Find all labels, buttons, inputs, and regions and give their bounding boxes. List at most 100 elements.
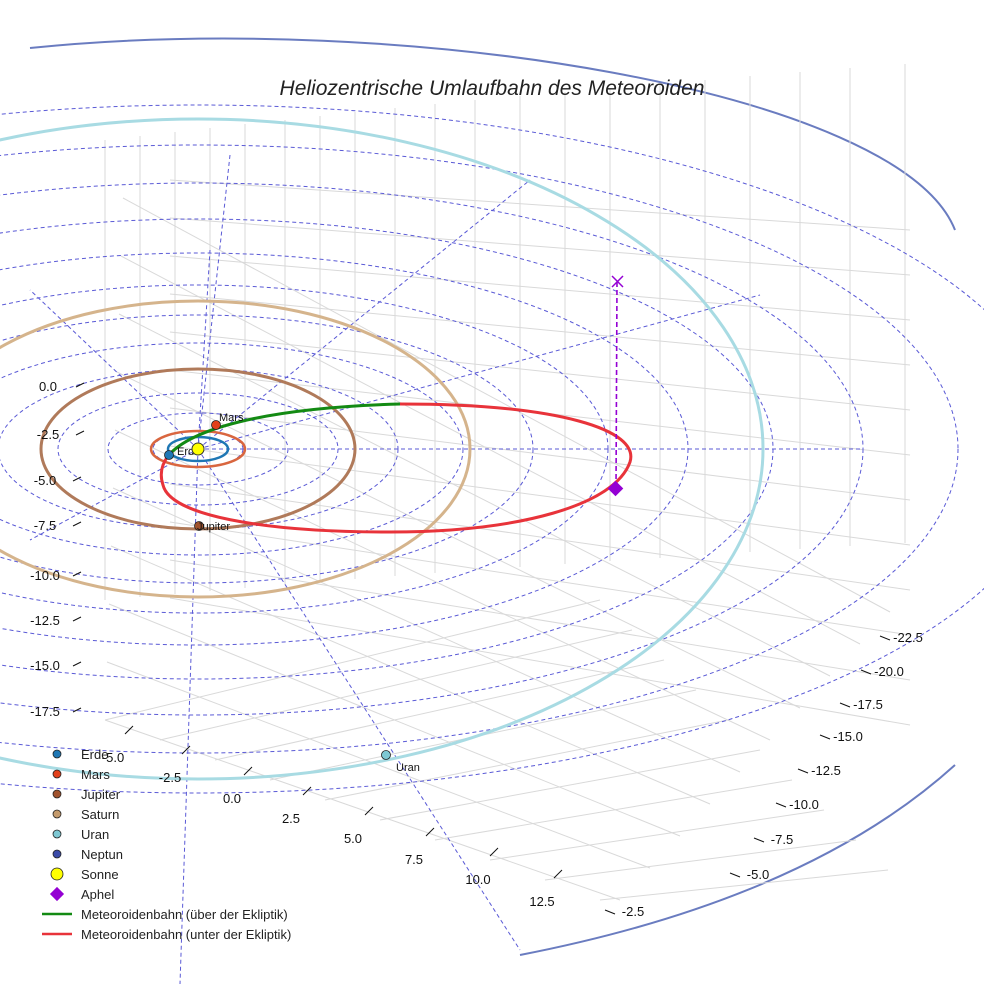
svg-text:-5.0: -5.0 [34,473,56,488]
z-axis-ticks: 0.0 -2.5 -5.0 -7.5 -10.0 -12.5 -15.0 -17.5 [30,379,85,719]
neptun-orbit [29,37,956,231]
aphel-projection-marker [611,275,624,288]
legend-label: Neptun [81,847,123,862]
x-tick: -5.0 [102,725,134,765]
x-tick: 2.5 [282,786,312,826]
x-tick: 10.0 [465,847,499,887]
legend-label: Meteoroidenbahn (unter der Ekliptik) [81,927,291,942]
x-tick: 5.0 [344,806,374,846]
legend-marker [52,849,62,859]
z-tick: -17.5 [30,704,82,719]
svg-text:0.0: 0.0 [223,791,241,806]
legend-marker [52,769,62,779]
legend-marker [52,749,62,759]
grid-line [116,371,801,709]
orbit-uran [0,117,765,781]
grid-line [169,597,911,726]
legend-marker [50,867,64,881]
reference-ellipse [0,314,534,584]
reference-line [179,448,199,984]
reference-line [197,179,531,450]
svg-text:2.5: 2.5 [282,811,300,826]
legend-label: Jupiter [81,787,121,802]
svg-text:10.0: 10.0 [465,872,490,887]
planet-label: Uran [396,762,420,774]
y-tick: -12.5 [797,763,841,778]
svg-text:-12.5: -12.5 [30,613,60,628]
legend-label: Meteoroidenbahn (über der Ekliptik) [81,907,288,922]
x-tick: -2.5 [159,745,191,785]
meteoroid-path [159,275,633,534]
z-tick: -5.0 [34,473,82,488]
legend-item: Neptun [52,847,123,862]
legend-item: Mars [52,767,110,782]
grid-line [112,487,741,773]
svg-text:-15.0: -15.0 [833,729,863,744]
reference-ellipse [0,144,959,754]
y-tick: -2.5 [604,904,644,919]
reference-ellipse [107,412,289,486]
grid-line [110,545,711,805]
svg-text:-12.5: -12.5 [811,763,841,778]
legend-item: Saturn [52,807,119,822]
legend-item: Sonne [50,867,119,882]
svg-text:-2.5: -2.5 [159,770,181,785]
grid-line [169,445,911,546]
chart-title: Heliozentrische Umlaufbahn des Meteoroid… [280,77,705,100]
svg-text:-7.5: -7.5 [771,832,793,847]
svg-text:-2.5: -2.5 [37,427,59,442]
x-tick: 0.0 [223,766,253,806]
svg-text:-17.5: -17.5 [853,697,883,712]
y-tick: -15.0 [819,729,863,744]
grid-line [108,603,681,837]
grid-line [159,629,633,741]
legend-label: Uran [81,827,109,842]
grid-line [169,331,911,411]
svg-text:-10.0: -10.0 [789,797,819,812]
y-tick: -5.0 [729,867,769,882]
legend: Erde Mars Jupiter Saturn Uran Neptun Sonne Aphe… [42,747,291,942]
y-tick: -20.0 [860,664,904,679]
legend-marker [52,829,62,839]
meteoroid-path-above [166,402,401,457]
grid-line [324,719,729,801]
x-axis-ticks: -5.0 -2.5 0.0 2.5 5.0 7.5 10.0 12.5 [102,725,563,909]
y-tick: -22.5 [879,630,923,645]
grid-line [169,179,911,231]
grid-line [169,559,911,681]
legend-marker [52,789,62,799]
grid-line [169,217,911,276]
svg-text:-10.0: -10.0 [30,568,60,583]
grid-line [114,429,771,741]
meteoroid-path-below [159,402,633,534]
grid-line [379,749,761,821]
x-tick: 12.5 [529,869,563,909]
svg-text:-22.5: -22.5 [893,630,923,645]
svg-text:0.0: 0.0 [39,379,57,394]
orbit-saturn [0,299,472,599]
reference-line [197,249,211,450]
grid-line [104,719,621,901]
grid-line [106,661,651,869]
grid-line [434,779,793,841]
grid [104,64,911,901]
z-tick: -2.5 [37,427,85,442]
y-tick: -17.5 [839,697,883,712]
svg-text:-20.0: -20.0 [874,664,904,679]
legend-marker [49,886,65,902]
svg-text:5.0: 5.0 [344,831,362,846]
z-tick: -12.5 [30,613,82,628]
y-tick: -7.5 [753,832,793,847]
svg-text:-15.0: -15.0 [30,658,60,673]
legend-item: Meteoroidenbahn (über der Ekliptik) [42,907,288,922]
svg-text:-5.0: -5.0 [102,750,124,765]
svg-text:-17.5: -17.5 [30,704,60,719]
planet-label: Mars [219,412,244,424]
legend-item: Meteoroidenbahn (unter der Ekliptik) [42,927,291,942]
reference-ellipse [0,182,864,716]
legend-item: Aphel [49,886,114,902]
svg-text:12.5: 12.5 [529,894,554,909]
grid-line [599,869,889,901]
